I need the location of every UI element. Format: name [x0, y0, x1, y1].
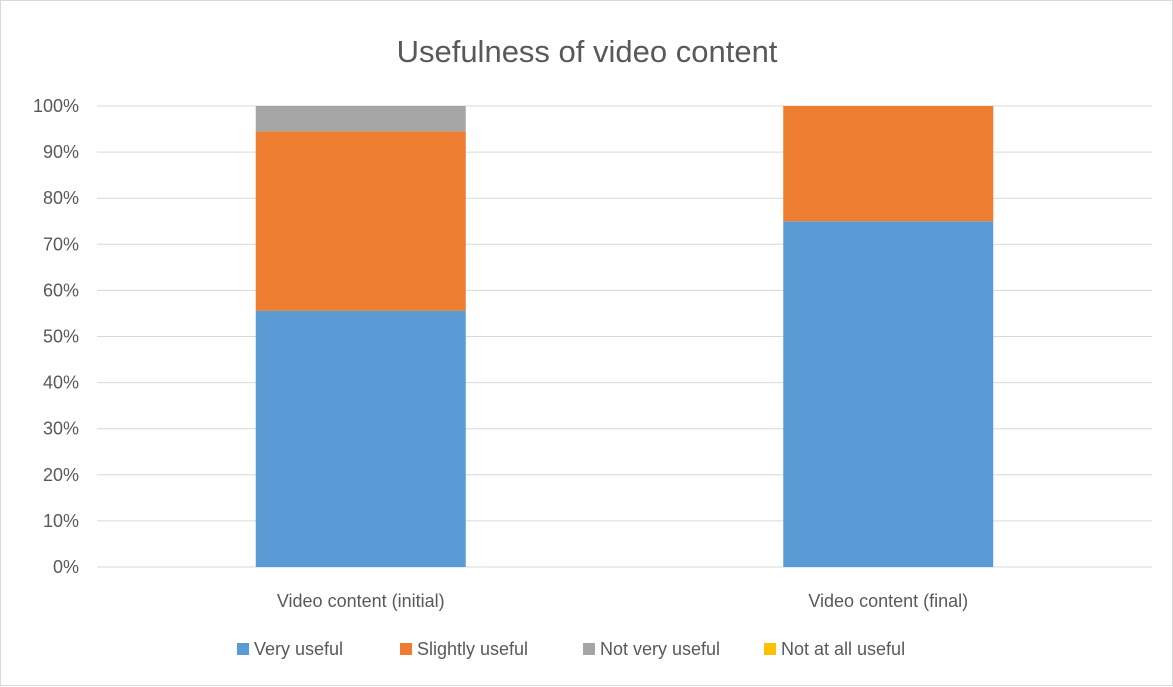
bar-segment — [783, 221, 994, 567]
bar-segment — [255, 106, 466, 132]
bar-segment — [783, 106, 994, 222]
y-tick-label: 50% — [43, 327, 79, 347]
y-tick-label: 100% — [33, 96, 79, 116]
y-tick-label: 90% — [43, 142, 79, 162]
y-tick-label: 60% — [43, 280, 79, 300]
chart-title: Usefulness of video content — [397, 34, 778, 69]
legend-label: Very useful — [254, 639, 343, 659]
y-tick-label: 70% — [43, 234, 79, 254]
y-tick-label: 20% — [43, 465, 79, 485]
bars — [255, 106, 994, 567]
legend-swatch — [237, 643, 249, 655]
bar-segment — [255, 310, 466, 567]
legend-swatch — [764, 643, 776, 655]
legend: Very useful Slightly useful Not very usefu… — [237, 639, 905, 659]
y-tick-label: 30% — [43, 419, 79, 439]
x-axis-categories: Video content (initial) Video content (fi… — [277, 591, 968, 611]
x-category-label: Video content (initial) — [277, 591, 445, 611]
bar-segment — [255, 131, 466, 311]
legend-label: Not very useful — [600, 639, 720, 659]
legend-swatch — [583, 643, 595, 655]
y-tick-label: 80% — [43, 188, 79, 208]
y-tick-label: 0% — [53, 557, 79, 577]
legend-label: Not at all useful — [781, 639, 905, 659]
y-tick-label: 10% — [43, 511, 79, 531]
legend-label: Slightly useful — [417, 639, 528, 659]
gridlines — [97, 105, 1152, 568]
y-axis-ticks: 0% 10% 20% 30% 40% 50% 60% 70% 80% 90% 100% — [33, 96, 79, 577]
x-category-label: Video content (final) — [808, 591, 968, 611]
legend-swatch — [400, 643, 412, 655]
y-tick-label: 40% — [43, 373, 79, 393]
